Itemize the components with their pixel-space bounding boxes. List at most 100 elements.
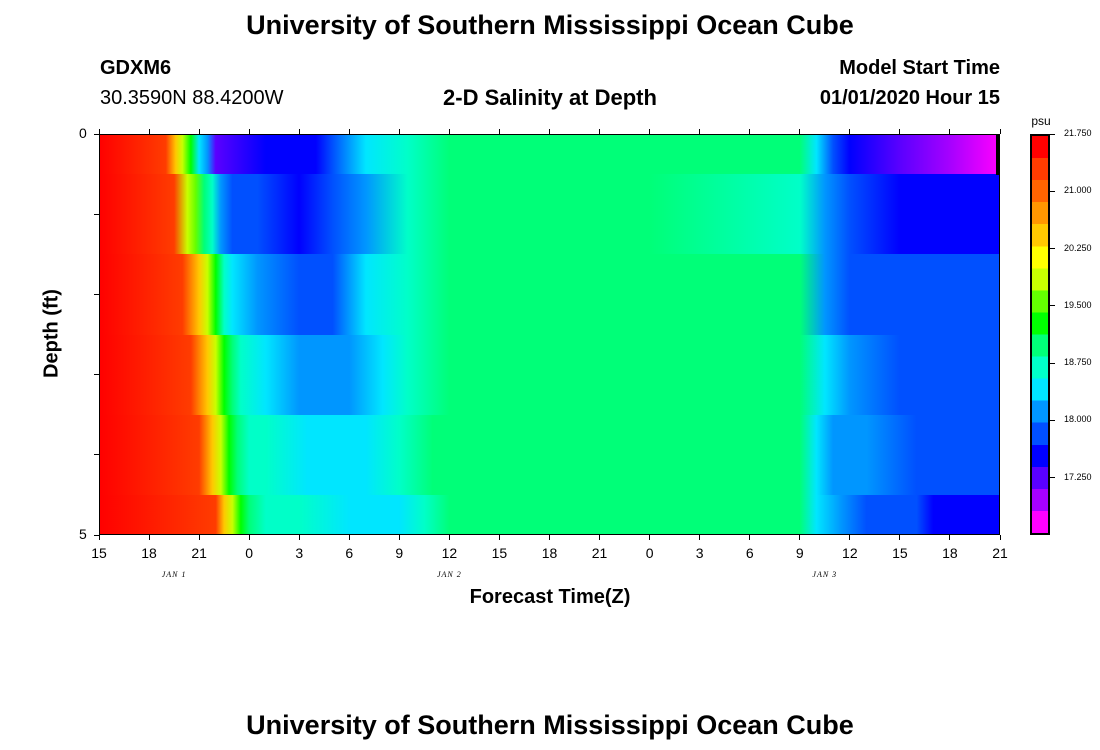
x-tick-mark xyxy=(148,535,150,540)
x-tick-label: 9 xyxy=(795,545,804,561)
colorbar-tick-label: 19.500 xyxy=(1064,299,1092,310)
x-tick-mark xyxy=(148,129,150,134)
x-tick-mark xyxy=(749,129,751,134)
x-tick-mark xyxy=(599,129,601,134)
x-tick-mark xyxy=(448,129,450,134)
x-tick-label: 21 xyxy=(992,545,1008,561)
x-tick-label: 0 xyxy=(645,545,654,561)
x-date-label: JAN 3 xyxy=(812,570,838,579)
y-tick-label: 0 xyxy=(79,125,87,141)
colorbar-tick-mark xyxy=(1050,248,1055,250)
y-tick-mark xyxy=(94,454,99,456)
x-tick-label: 15 xyxy=(892,545,908,561)
x-tick-label: 15 xyxy=(91,545,107,561)
x-tick-label: 21 xyxy=(591,545,608,561)
x-tick-label: 12 xyxy=(842,545,858,561)
x-tick-mark xyxy=(348,129,350,134)
colorbar-tick-mark xyxy=(1050,362,1055,364)
colorbar-tick-label: 18.750 xyxy=(1064,357,1092,368)
colorbar-tick-label: 18.000 xyxy=(1064,414,1092,425)
x-tick-label: 3 xyxy=(295,545,304,561)
heatmap-depth-band xyxy=(99,174,1000,255)
x-tick-label: 0 xyxy=(245,545,254,561)
x-tick-mark xyxy=(398,535,400,540)
x-tick-mark xyxy=(298,535,300,540)
chart-title: 2-D Salinity at Depth xyxy=(443,85,657,110)
y-tick-label: 5 xyxy=(79,526,87,542)
y-tick-mark xyxy=(94,213,99,215)
x-tick-label: 9 xyxy=(395,545,404,561)
x-tick-mark xyxy=(549,129,550,134)
x-tick-label: 18 xyxy=(141,545,157,561)
heatmap-depth-band xyxy=(99,254,1000,335)
x-tick-label: 15 xyxy=(491,545,508,561)
colorbar-unit: psu xyxy=(1031,114,1051,128)
x-tick-mark xyxy=(949,535,951,540)
x-tick-mark xyxy=(398,129,400,134)
x-tick-label: 12 xyxy=(441,545,458,561)
x-tick-mark xyxy=(98,535,100,540)
colorbar-tick-mark xyxy=(1050,190,1055,192)
x-tick-label: 6 xyxy=(345,545,354,561)
footer-title: University of Southern Mississippi Ocean… xyxy=(246,710,854,740)
x-tick-mark xyxy=(599,535,601,540)
colorbar-tick-mark xyxy=(1050,305,1055,307)
x-date-label: JAN 1 xyxy=(161,570,187,579)
model-start-label: Model Start Time xyxy=(839,57,1000,79)
x-tick-label: 18 xyxy=(541,545,558,561)
colorbar-tick-label: 21.000 xyxy=(1064,185,1092,196)
station-id: GDXM6 xyxy=(100,57,172,79)
x-tick-label: 6 xyxy=(745,545,754,561)
x-tick-label: 18 xyxy=(942,545,958,561)
colorbar-tick-label: 17.250 xyxy=(1064,471,1092,482)
x-tick-mark xyxy=(549,535,550,540)
y-tick-mark xyxy=(94,374,99,376)
x-tick-mark xyxy=(248,535,250,540)
x-tick-mark xyxy=(849,535,851,540)
x-tick-mark xyxy=(899,535,901,540)
x-tick-mark xyxy=(999,535,1001,540)
x-tick-mark xyxy=(799,129,801,134)
heatmap-depth-band xyxy=(99,414,1000,496)
x-tick-mark xyxy=(849,129,851,134)
heatmap-depth-band xyxy=(99,494,1000,535)
x-tick-mark xyxy=(298,129,300,134)
x-tick-mark xyxy=(98,129,100,134)
model-start-value: 01/01/2020 Hour 15 xyxy=(819,87,1000,109)
x-tick-mark xyxy=(448,535,450,540)
x-tick-mark xyxy=(899,129,901,134)
x-tick-mark xyxy=(699,535,701,540)
salinity-heatmap xyxy=(99,134,1000,535)
x-tick-mark xyxy=(348,535,350,540)
colorbar-tick-label: 20.250 xyxy=(1064,242,1092,253)
x-axis-label: Forecast Time(Z) xyxy=(469,586,631,608)
x-tick-mark xyxy=(699,129,701,134)
x-tick-mark xyxy=(198,535,200,540)
x-tick-mark xyxy=(649,535,651,540)
x-date-label: JAN 2 xyxy=(436,570,462,579)
y-tick-mark xyxy=(94,293,99,295)
x-tick-label: 21 xyxy=(191,545,207,561)
x-tick-mark xyxy=(498,535,500,540)
x-tick-mark xyxy=(649,129,651,134)
heatmap-depth-band xyxy=(99,134,1000,175)
colorbar-tick-mark xyxy=(1050,419,1055,421)
heatmap-depth-band xyxy=(99,334,1000,416)
colorbar xyxy=(1030,134,1050,535)
colorbar-tick-label: 21.750 xyxy=(1064,128,1092,138)
y-tick-mark xyxy=(94,133,99,135)
x-tick-mark xyxy=(999,129,1001,134)
x-tick-mark xyxy=(749,535,751,540)
x-tick-mark xyxy=(198,129,200,134)
missing-data-sliver xyxy=(996,134,1000,176)
x-tick-mark xyxy=(498,129,500,134)
page-title: University of Southern Mississippi Ocean… xyxy=(246,10,854,40)
station-coordinates: 30.3590N 88.4200W xyxy=(100,87,284,109)
x-tick-mark xyxy=(799,535,801,540)
x-tick-mark xyxy=(949,129,951,134)
colorbar-tick-mark xyxy=(1050,133,1055,135)
y-tick-mark xyxy=(94,534,99,536)
y-axis-label: Depth (ft) xyxy=(40,289,63,378)
x-tick-mark xyxy=(248,129,250,134)
colorbar-tick-mark xyxy=(1050,477,1055,479)
